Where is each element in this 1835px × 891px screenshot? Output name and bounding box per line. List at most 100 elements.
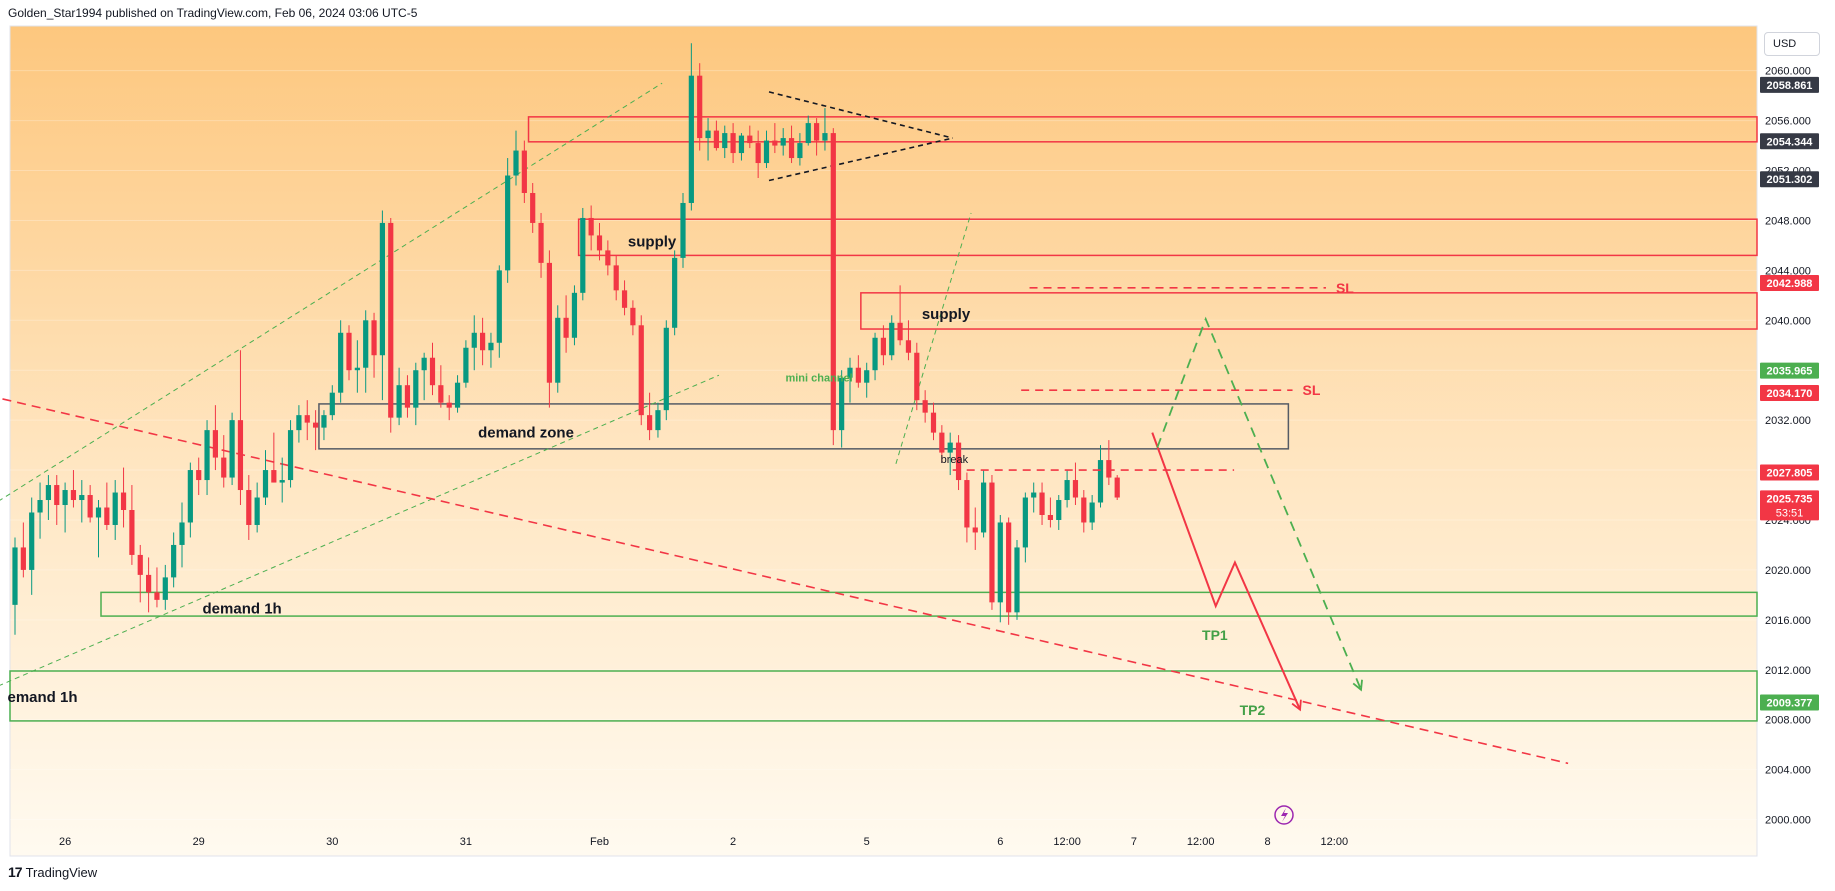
x-tick-label: 12:00 — [1053, 836, 1081, 848]
candle-body — [237, 420, 244, 491]
projection-path[interactable] — [1156, 316, 1362, 691]
candle-body — [429, 357, 436, 386]
candle-body — [229, 420, 235, 478]
annotation-label: mini channel — [785, 373, 852, 385]
trend-line[interactable] — [0, 374, 720, 686]
candle-body — [571, 292, 578, 338]
supply-zone-box[interactable] — [577, 218, 1758, 257]
candle-body — [87, 495, 93, 518]
target-label: TP1 — [1202, 627, 1228, 643]
chart-background — [10, 26, 1757, 856]
projection-path[interactable] — [1151, 432, 1301, 711]
demand-zone-box[interactable] — [9, 670, 1758, 722]
candle-body — [70, 490, 77, 501]
lightning-icon[interactable] — [1274, 805, 1294, 825]
tradingview-logo: 17 TradingView — [8, 864, 97, 880]
candle-body — [922, 400, 928, 413]
candle-body — [722, 133, 728, 149]
price-tag — [1760, 171, 1819, 188]
price-tag-value: 2034.170 — [1767, 388, 1813, 400]
candle-body — [972, 527, 978, 533]
y-tick-label: 2032.000 — [1765, 415, 1811, 427]
candle-body — [488, 342, 494, 351]
candle-body — [680, 202, 686, 258]
candle-body — [905, 340, 912, 353]
candle-body — [296, 415, 302, 431]
y-tick-label: 2044.000 — [1765, 265, 1811, 277]
demand-zone-box[interactable] — [100, 591, 1758, 617]
candle-body — [738, 135, 745, 154]
price-tag-value: 2035.965 — [1767, 366, 1813, 378]
price-tag — [1760, 362, 1819, 379]
supply-zone-box[interactable] — [527, 116, 1758, 143]
candle-body — [521, 150, 527, 193]
x-tick-label: 31 — [460, 836, 472, 848]
candle-body — [154, 592, 160, 600]
candle-body — [914, 352, 920, 401]
price-tag-value: 2009.377 — [1767, 697, 1813, 709]
candle-body — [1114, 477, 1120, 498]
candle-body — [989, 482, 995, 603]
trend-line[interactable] — [0, 82, 663, 501]
candle-body — [438, 385, 444, 403]
projection-arrowhead — [1291, 699, 1302, 712]
candle-body — [62, 490, 68, 506]
chart-border — [9, 25, 1758, 857]
candle-body — [889, 322, 895, 356]
candle-body — [563, 317, 569, 338]
candle-body — [95, 507, 102, 518]
x-tick-label: 30 — [326, 836, 338, 848]
trend-line[interactable] — [895, 212, 972, 464]
candle-body — [730, 133, 736, 154]
candle-body — [814, 123, 820, 141]
x-tick-label: 5 — [864, 836, 870, 848]
candle-body — [329, 392, 335, 416]
candle-body — [1089, 502, 1095, 523]
candle-body — [1047, 514, 1053, 520]
trend-line[interactable] — [2, 398, 1569, 765]
candle-body — [1022, 497, 1028, 548]
x-tick-label: 2 — [730, 836, 736, 848]
trend-line[interactable] — [768, 91, 953, 139]
candle-body — [780, 138, 786, 146]
currency-selector[interactable]: USD — [1764, 32, 1820, 56]
price-tag — [1760, 133, 1819, 150]
candle-body — [981, 482, 987, 533]
demand-zone-box[interactable] — [318, 403, 1290, 450]
countdown-value: 53:51 — [1776, 507, 1804, 519]
candle-body — [262, 470, 269, 498]
candle-body — [621, 290, 628, 308]
candle-body — [338, 332, 344, 393]
candle-body — [1081, 497, 1087, 523]
y-tick-label: 2048.000 — [1765, 215, 1811, 227]
candle-body — [1106, 460, 1112, 478]
trend-line[interactable] — [768, 137, 953, 182]
y-tick-label: 2012.000 — [1765, 665, 1811, 677]
candle-body — [279, 480, 285, 483]
candle-body — [212, 430, 218, 458]
candle-body — [346, 332, 352, 371]
candle-body — [805, 123, 811, 144]
candle-body — [596, 235, 603, 251]
target-label: TP2 — [1240, 702, 1266, 718]
candle-body — [839, 377, 845, 431]
candle-body — [822, 133, 828, 141]
price-tag — [1760, 385, 1819, 402]
candle-body — [655, 410, 661, 431]
price-tag-value: 2042.988 — [1767, 278, 1813, 290]
candle-body — [538, 222, 544, 263]
supply-zone-box[interactable] — [860, 292, 1758, 330]
candle-body — [647, 415, 653, 431]
y-tick-label: 2040.000 — [1765, 315, 1811, 327]
candle-body — [12, 547, 18, 605]
candle-body — [45, 485, 51, 501]
candle-body — [396, 385, 402, 418]
candle-body — [688, 75, 694, 203]
y-tick-label: 2000.000 — [1765, 815, 1811, 827]
tradingview-logo-text: TradingView — [25, 864, 98, 880]
candle-body — [772, 140, 778, 146]
candle-body — [463, 347, 469, 383]
candle-body — [855, 367, 861, 383]
y-tick-label: 2020.000 — [1765, 565, 1811, 577]
